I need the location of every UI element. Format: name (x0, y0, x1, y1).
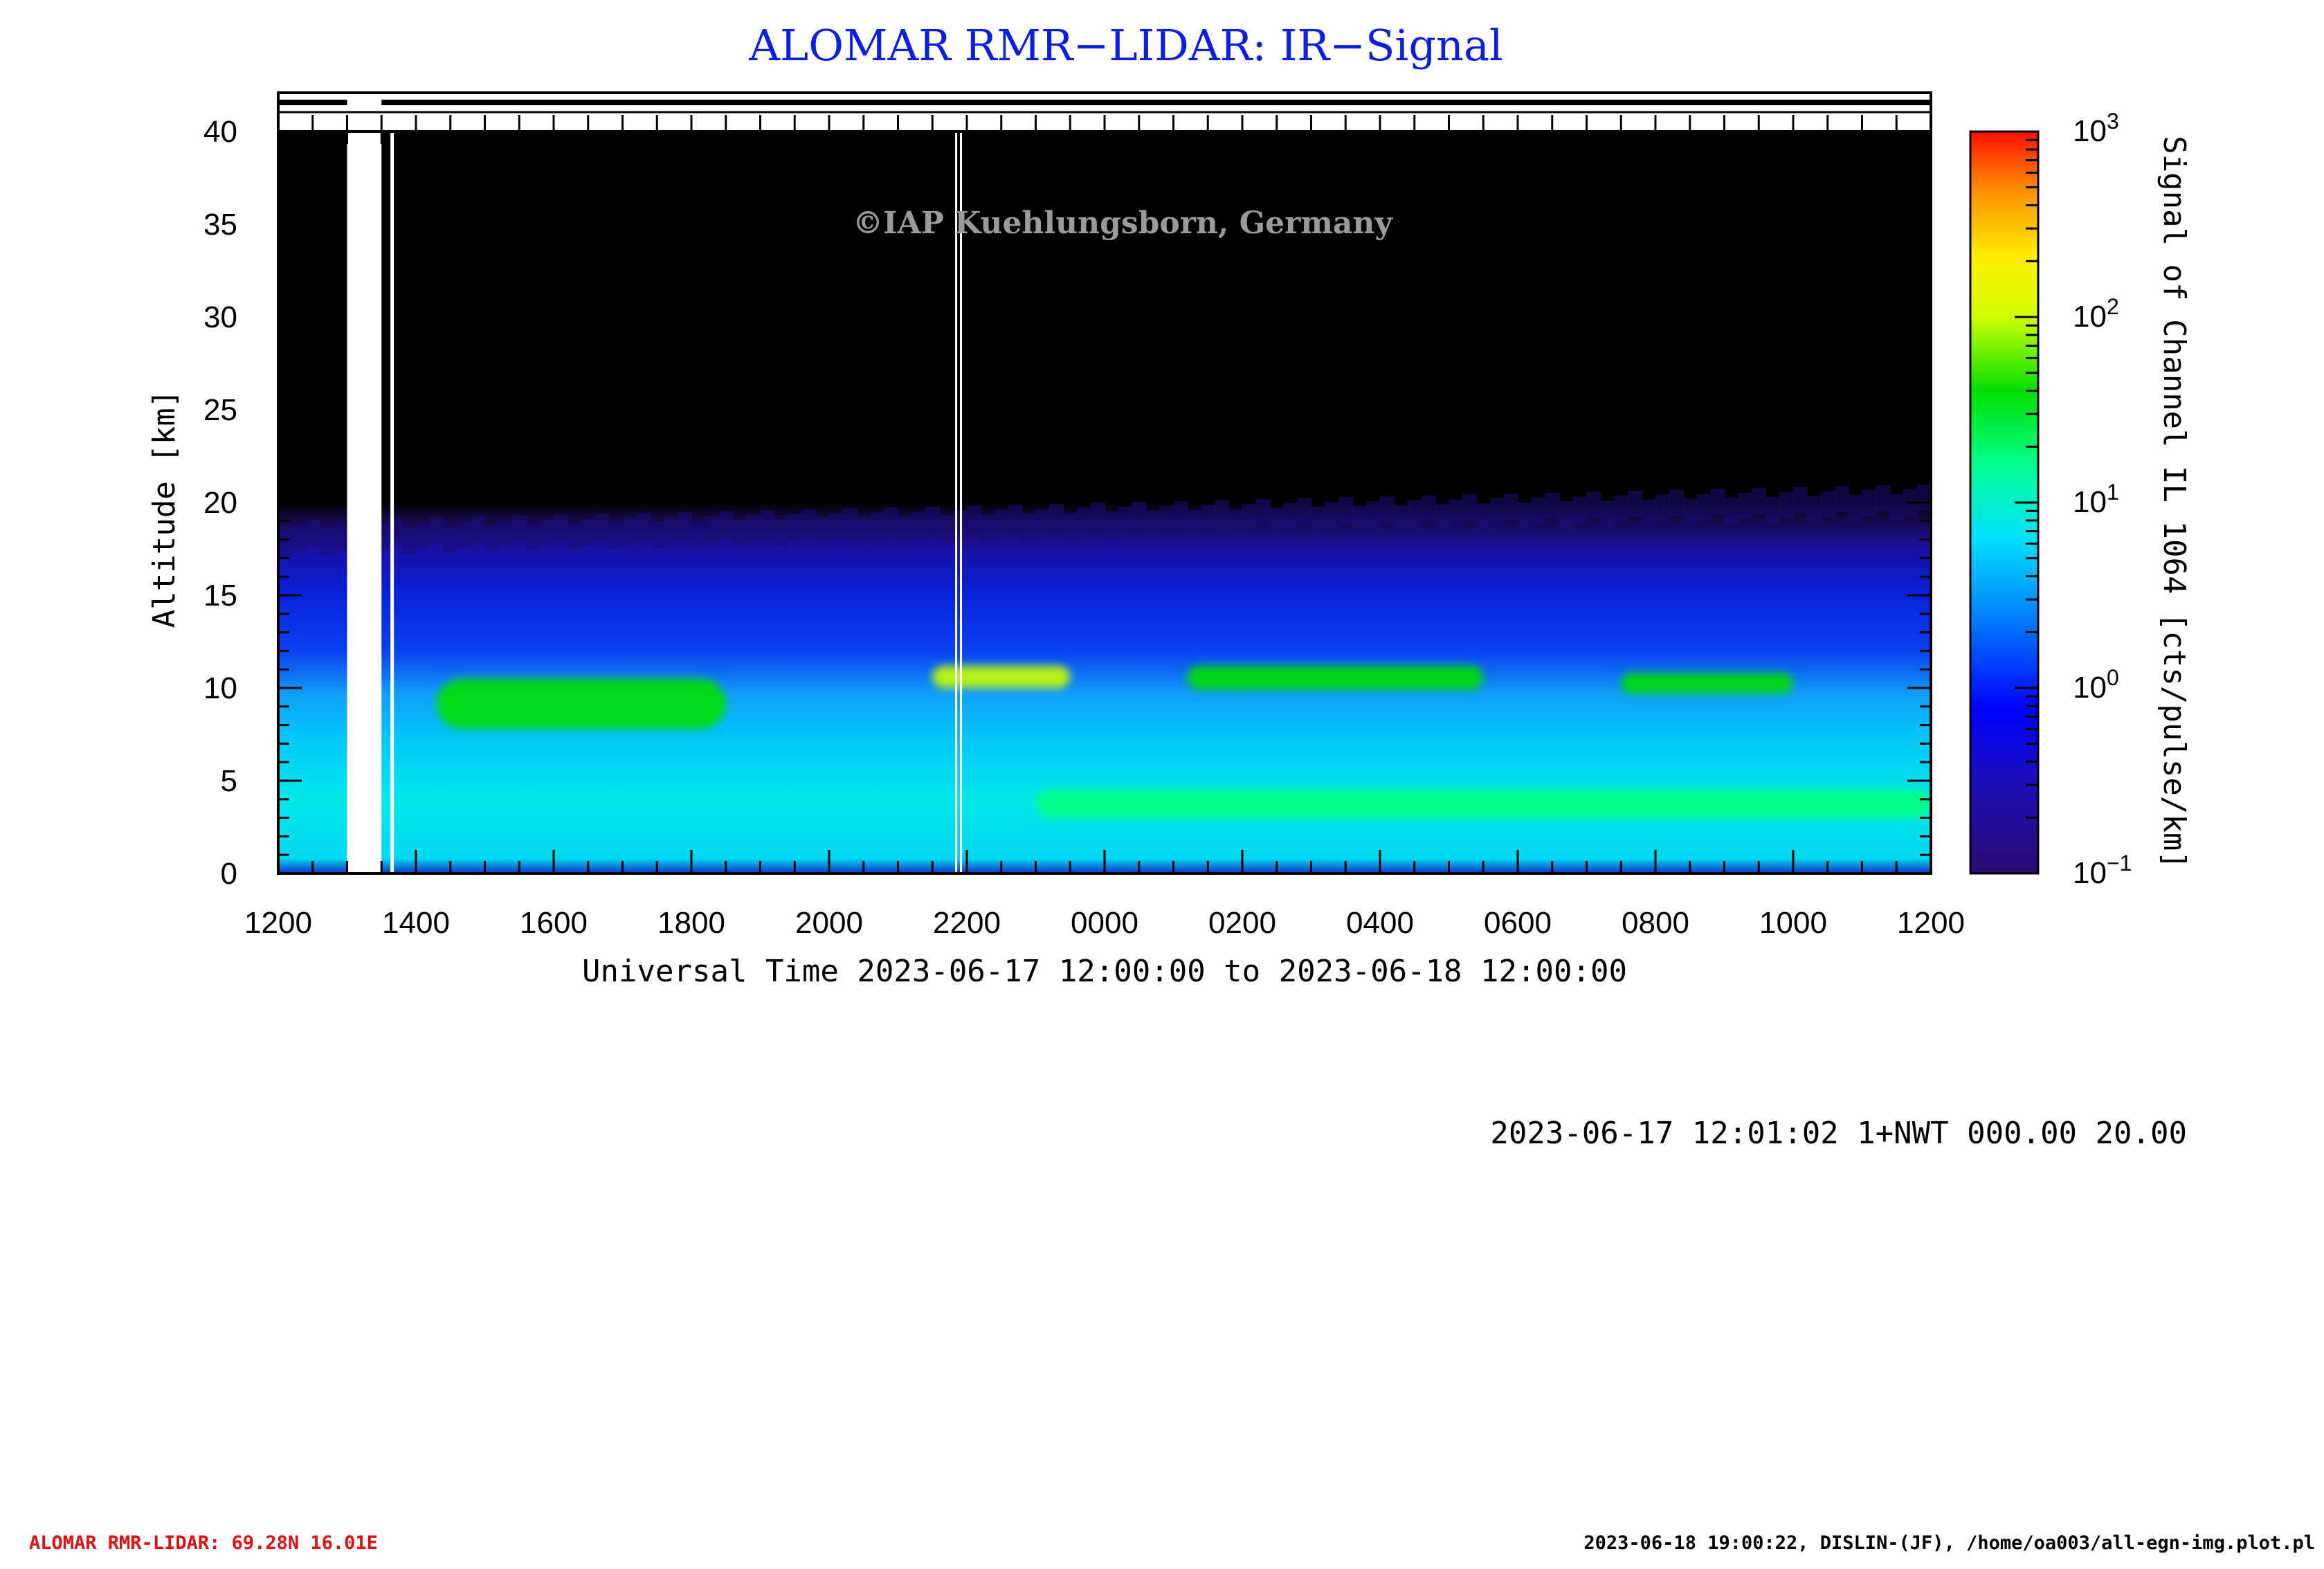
plot-area (278, 131, 1931, 873)
colorbar-tick-label: 10−1 (2073, 851, 2132, 890)
y-tick-label: 10 (203, 671, 237, 705)
x-axis-label: Universal Time 2023-06-17 12:00:00 to 20… (582, 954, 1627, 989)
colorbar-tick-label: 100 (2073, 665, 2119, 705)
y-tick-label: 35 (203, 208, 237, 242)
data-gap (347, 131, 382, 873)
x-tick-label: 0400 (1346, 906, 1414, 940)
x-tick-label: 1200 (244, 906, 312, 940)
y-tick-label: 30 (203, 300, 237, 334)
watermark: ©IAP Kuehlungsborn, Germany (853, 206, 1393, 241)
axes: 1200 1400 1600 1800 2000 2200 0000 0200 0400 0600… (203, 115, 1965, 940)
colorbar-tick-label: 102 (2073, 294, 2119, 334)
coverage-gap (347, 99, 382, 106)
cloud-layer (436, 678, 726, 729)
x-tick-label: 1600 (520, 906, 588, 940)
x-tick-label: 0200 (1208, 906, 1276, 940)
cloud-layer (1621, 673, 1793, 694)
data-gap (955, 131, 958, 873)
x-tick-label: 1000 (1759, 906, 1827, 940)
y-axis-label: Altitude [km] (147, 390, 182, 628)
signal-bands (436, 665, 1931, 818)
data-gap (390, 131, 394, 873)
chart-title: ALOMAR RMR−LIDAR: IR−Signal (748, 20, 1503, 71)
x-tick-label: 0000 (1071, 906, 1138, 940)
x-tick-label: 0600 (1484, 906, 1552, 940)
x-tick-label: 0800 (1622, 906, 1689, 940)
cloud-layer (1187, 665, 1484, 690)
x-tick-label: 1200 (1897, 906, 1965, 940)
y-tick-label: 15 (203, 579, 237, 613)
y-tick-label: 0 (221, 857, 237, 891)
cloud-layer (1035, 790, 1931, 818)
colorbar-label: Signal of Channel IL 1064 [cts/pulse/km] (2157, 136, 2192, 869)
colorbar-tick-label: 103 (2073, 109, 2119, 148)
y-tick-label: 25 (203, 393, 237, 427)
plot-stamp: 2023-06-17 12:01:02 1+NWT 000.00 20.00 (1490, 1116, 2187, 1151)
footer-station: ALOMAR RMR-LIDAR: 69.28N 16.01E (29, 1532, 378, 1554)
y-tick-label: 5 (221, 764, 237, 798)
x-tick-label: 2200 (933, 906, 1001, 940)
colorbar-tick-label: 101 (2073, 480, 2119, 519)
x-tick-label: 2000 (795, 906, 863, 940)
x-tick-label: 1400 (382, 906, 450, 940)
x-tick-label: 1800 (657, 906, 725, 940)
y-tick-label: 20 (203, 486, 237, 520)
footer-plot-info: 2023-06-18 19:00:22, DISLIN-(JF), /home/… (1583, 1532, 2315, 1554)
y-tick-label: 40 (203, 115, 237, 149)
colorbar-axis: 103 102 101 100 10−1 (1969, 109, 2132, 890)
data-gap (960, 131, 963, 873)
cloud-layer (932, 665, 1071, 688)
